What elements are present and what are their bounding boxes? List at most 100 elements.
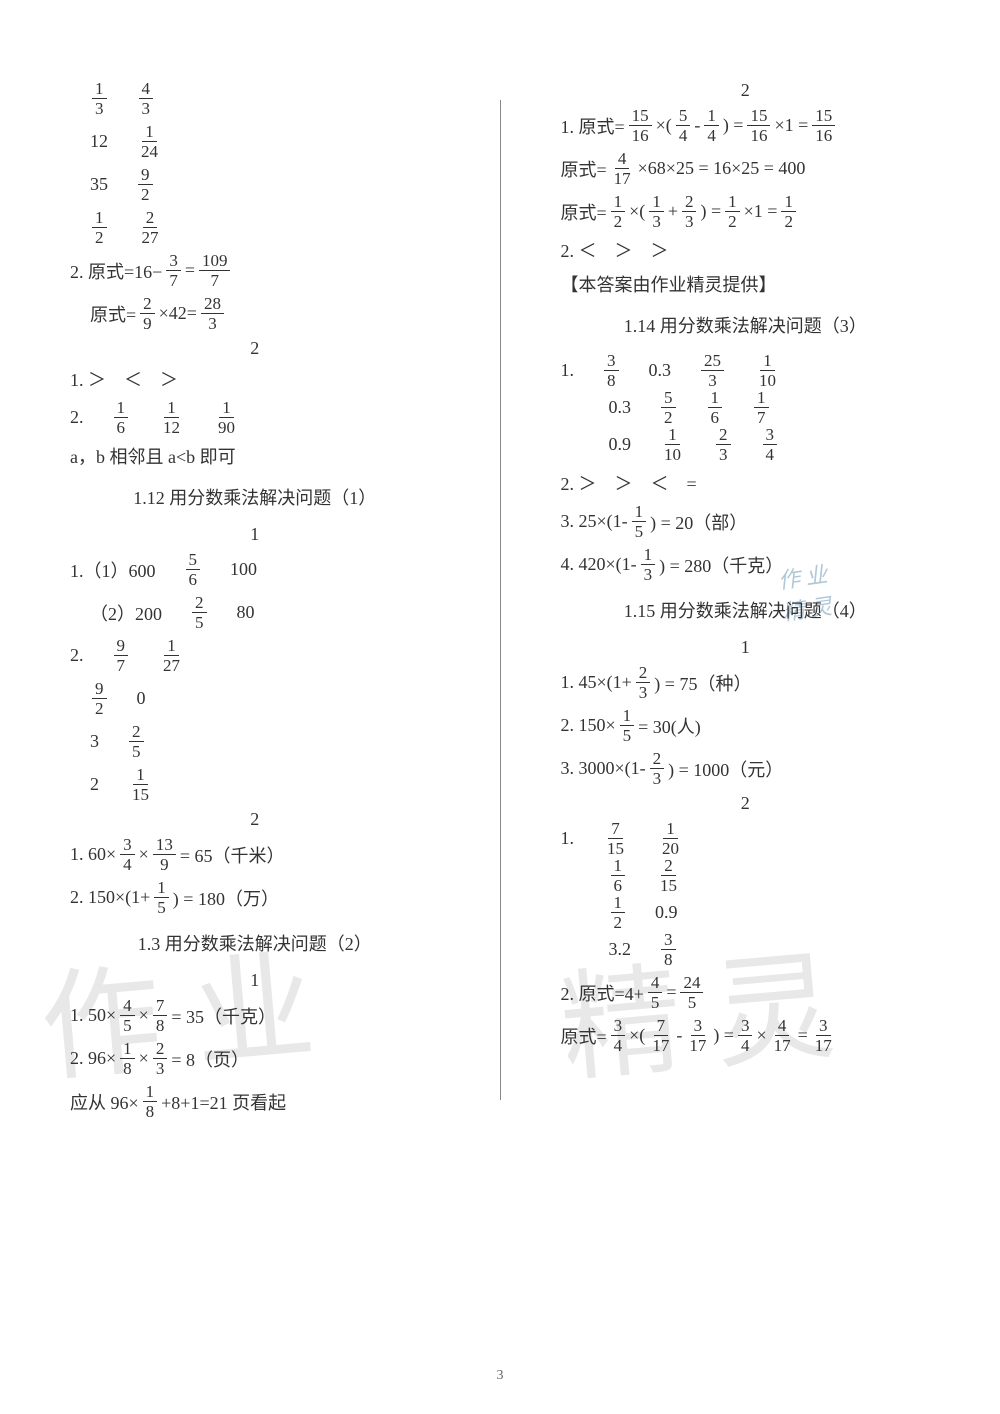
x: × xyxy=(139,1005,149,1026)
credit: 【本答案由作业精灵提供】 xyxy=(561,270,931,298)
frac: 12 xyxy=(781,193,796,230)
frac: 18 xyxy=(143,1083,158,1120)
r1a: 1. 原式= 1516 ×( 54 - 14 ) = 1516 ×1 = 151… xyxy=(561,107,931,144)
val: 0.3 xyxy=(649,360,672,381)
frac: 120 xyxy=(659,820,682,857)
frac: 417 xyxy=(611,150,634,187)
grid-row: 120.9 xyxy=(561,894,931,931)
right-column: 2 1. 原式= 1516 ×( 54 - 14 ) = 1516 ×1 = 1… xyxy=(561,80,931,1120)
frac: 16 xyxy=(611,857,626,894)
frac: 13 xyxy=(641,546,656,583)
t: ×( xyxy=(629,1025,645,1046)
label: （2）200 xyxy=(90,600,162,626)
val: 0.9 xyxy=(609,434,632,455)
t: ) = xyxy=(723,115,744,136)
val: 35 xyxy=(90,174,108,195)
frac: 12 xyxy=(92,209,107,246)
frac: 34 xyxy=(738,1017,753,1054)
r: ) = 280（千克） xyxy=(659,552,783,578)
answer-grid-2: 1.71512016 215120.93.238 xyxy=(561,820,931,968)
frac: 92 xyxy=(138,166,153,203)
eqB: 原式= 34 ×( 717 - 317 ) = 34 × 417 = 317 xyxy=(561,1017,931,1054)
subsection-1: 1 xyxy=(70,524,440,545)
grid-row: 16 215 xyxy=(561,857,931,894)
frac: 417 xyxy=(771,1017,794,1054)
frac: 717 xyxy=(649,1017,672,1054)
ab-note: a，b 相邻且 a<b 即可 xyxy=(70,442,440,470)
r: ) = 75（种） xyxy=(654,670,751,696)
frac: 43 xyxy=(139,80,154,117)
frac: 38 xyxy=(604,352,619,389)
x: × xyxy=(139,844,149,865)
text: 2. ＞ ＞ ＜ = xyxy=(561,470,697,496)
label: 2. 96× xyxy=(70,1048,116,1069)
label: 3. 25×(1- xyxy=(561,511,628,532)
r1b: 原式= 417 ×68×25 = 16×25 = 400 xyxy=(561,150,931,187)
frac: 45 xyxy=(648,974,663,1011)
t: - xyxy=(694,115,700,136)
mid: ×42= xyxy=(159,303,197,324)
section-1-15: 1.15 用分数乘法解决问题（4） xyxy=(561,597,931,623)
frac: 124 xyxy=(138,123,161,160)
frac: 45 xyxy=(120,997,135,1034)
r: = 30(人) xyxy=(638,713,701,739)
frac: 1097 xyxy=(199,252,231,289)
grid-row: 1.380.3253110 xyxy=(561,352,931,389)
subsection-2b: 2 xyxy=(70,809,440,830)
frac: 23 xyxy=(650,750,665,787)
frac: 12 xyxy=(611,894,626,931)
g2b: 92 0 xyxy=(70,680,440,717)
eq: = xyxy=(185,260,195,281)
r: = 65（千米） xyxy=(180,842,285,868)
val: 100 xyxy=(230,559,257,580)
r: ) = 1000（元） xyxy=(668,756,783,782)
subsection-2c: 2 xyxy=(561,793,931,814)
val: 1. xyxy=(561,828,575,849)
r: ×68×25 = 16×25 = 400 xyxy=(638,158,806,179)
zh: 1. 45×(1+ 23 ) = 75（种） xyxy=(561,664,931,701)
r: ) = 180（万） xyxy=(173,885,279,911)
val: 2 xyxy=(90,774,99,795)
frac: 227 xyxy=(139,209,162,246)
grid-row: 0.91102334 xyxy=(561,426,931,463)
column-divider xyxy=(500,100,501,1100)
grid-row: 3.238 xyxy=(561,931,931,968)
t: ×( xyxy=(656,115,672,136)
label: 应从 96× xyxy=(70,1089,139,1115)
frac: 112 xyxy=(160,399,183,436)
row-1a: 13 43 xyxy=(70,80,440,117)
frac: 317 xyxy=(686,1017,709,1054)
section-1-14: 1.14 用分数乘法解决问题（3） xyxy=(561,312,931,338)
page: 13 43 12 124 35 92 12 227 2. 原式=16− 37 =… xyxy=(0,0,1000,1160)
compare-2: 2. ＜ ＞ ＞ xyxy=(561,236,931,264)
frac: 245 xyxy=(680,974,703,1011)
frac: 1516 xyxy=(812,107,835,144)
label: 1. 45×(1+ xyxy=(561,672,632,693)
frac: 215 xyxy=(657,857,680,894)
wan: 2. 150×(1+ 15 ) = 180（万） xyxy=(70,879,440,916)
val: 3.2 xyxy=(609,939,632,960)
text: 2. ＜ ＞ ＞ xyxy=(561,237,669,263)
frac: 23 xyxy=(716,426,731,463)
frac: 283 xyxy=(201,295,224,332)
label: 2. 原式=16− xyxy=(70,258,162,284)
frac-row: 2. 16 112 190 xyxy=(70,399,440,436)
label: 1.（1）600 xyxy=(70,557,156,583)
frac: 17 xyxy=(754,389,769,426)
frac: 34 xyxy=(120,836,135,873)
frac: 127 xyxy=(160,637,183,674)
grid-row: 1.715120 xyxy=(561,820,931,857)
subsection-2: 2 xyxy=(70,338,440,359)
pg2: 应从 96× 18 +8+1=21 页看起 xyxy=(70,1083,440,1120)
label: 1. 60× xyxy=(70,844,116,865)
yuan: 3. 3000×(1- 23 ) = 1000（元） xyxy=(561,750,931,787)
kg: 1. 50× 45 × 78 = 35（千克） xyxy=(70,997,440,1034)
frac: 54 xyxy=(676,107,691,144)
label: 原式= xyxy=(561,156,607,182)
subsection-1b: 1 xyxy=(70,970,440,991)
frac: 34 xyxy=(763,426,778,463)
label: 3. 3000×(1- xyxy=(561,758,646,779)
frac: 253 xyxy=(701,352,724,389)
row-1b: 12 124 xyxy=(70,123,440,160)
frac: 15 xyxy=(632,503,647,540)
